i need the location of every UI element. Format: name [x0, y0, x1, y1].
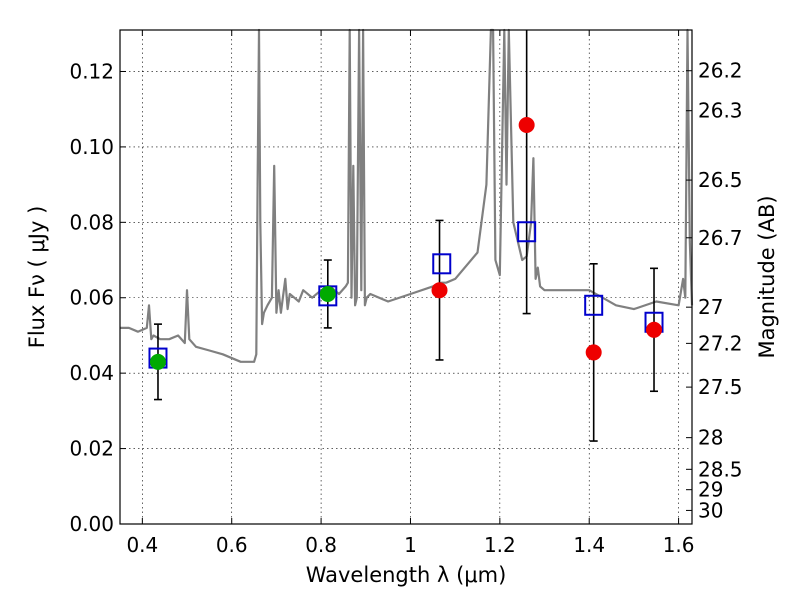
- y-tick-label: 0.10: [69, 135, 114, 159]
- y-axis-label: Flux Fν ( μJy ): [25, 206, 49, 349]
- right-tick-label: 30: [698, 498, 723, 522]
- x-axis-label: Wavelength λ (μm): [306, 563, 507, 587]
- observed-point: [149, 353, 166, 370]
- x-tick-label: 1.2: [484, 533, 516, 557]
- y-tick-label: 0.12: [69, 59, 114, 83]
- right-tick-label: 28: [698, 426, 723, 450]
- model-spectrum-group: [120, 28, 694, 363]
- x-axis-ticks: 0.4 0.6 0.8 1 1.2 1.4 1.6: [126, 30, 695, 557]
- synthetic-point: [432, 253, 452, 275]
- observed-point: [646, 321, 663, 338]
- observed-point: [518, 117, 535, 134]
- y-tick-label: 0.04: [69, 361, 114, 385]
- x-tick-label: 0.4: [126, 533, 158, 557]
- plot-background: [120, 30, 692, 524]
- right-axis-label: Magnitude (AB): [755, 195, 779, 358]
- right-tick-label: 26.5: [698, 168, 743, 192]
- x-tick-label: 1.6: [663, 533, 695, 557]
- observed-point: [585, 344, 602, 361]
- x-tick-label: 0.6: [216, 533, 248, 557]
- right-tick-label: 29: [698, 478, 723, 502]
- right-tick-label: 27.2: [698, 331, 743, 355]
- y-tick-label: 0.02: [69, 437, 114, 461]
- observed-point: [431, 282, 448, 299]
- x-tick-label: 1.4: [573, 533, 605, 557]
- synthetic-point: [584, 294, 604, 316]
- right-tick-label: 26.7: [698, 226, 743, 250]
- x-tick-label: 0.8: [305, 533, 337, 557]
- synthetic-point: [517, 221, 537, 243]
- right-tick-label: 27.5: [698, 375, 743, 399]
- observed-point: [319, 285, 336, 302]
- x-tick-label: 1: [404, 533, 417, 557]
- y-axis-ticks: 0.00 0.02 0.04 0.06 0.08 0.10 0.12: [69, 59, 126, 536]
- model-spectrum-line: [120, 28, 694, 363]
- right-tick-label: 28.5: [698, 457, 743, 481]
- y-tick-label: 0.00: [69, 512, 114, 536]
- y-tick-label: 0.06: [69, 286, 114, 310]
- observed-points-group: [149, 117, 663, 370]
- right-tick-label: 27: [698, 295, 723, 319]
- right-tick-label: 26.3: [698, 99, 743, 123]
- plot-frame: [119, 29, 693, 525]
- y-tick-label: 0.08: [69, 210, 114, 234]
- right-tick-label: 26.2: [698, 59, 743, 83]
